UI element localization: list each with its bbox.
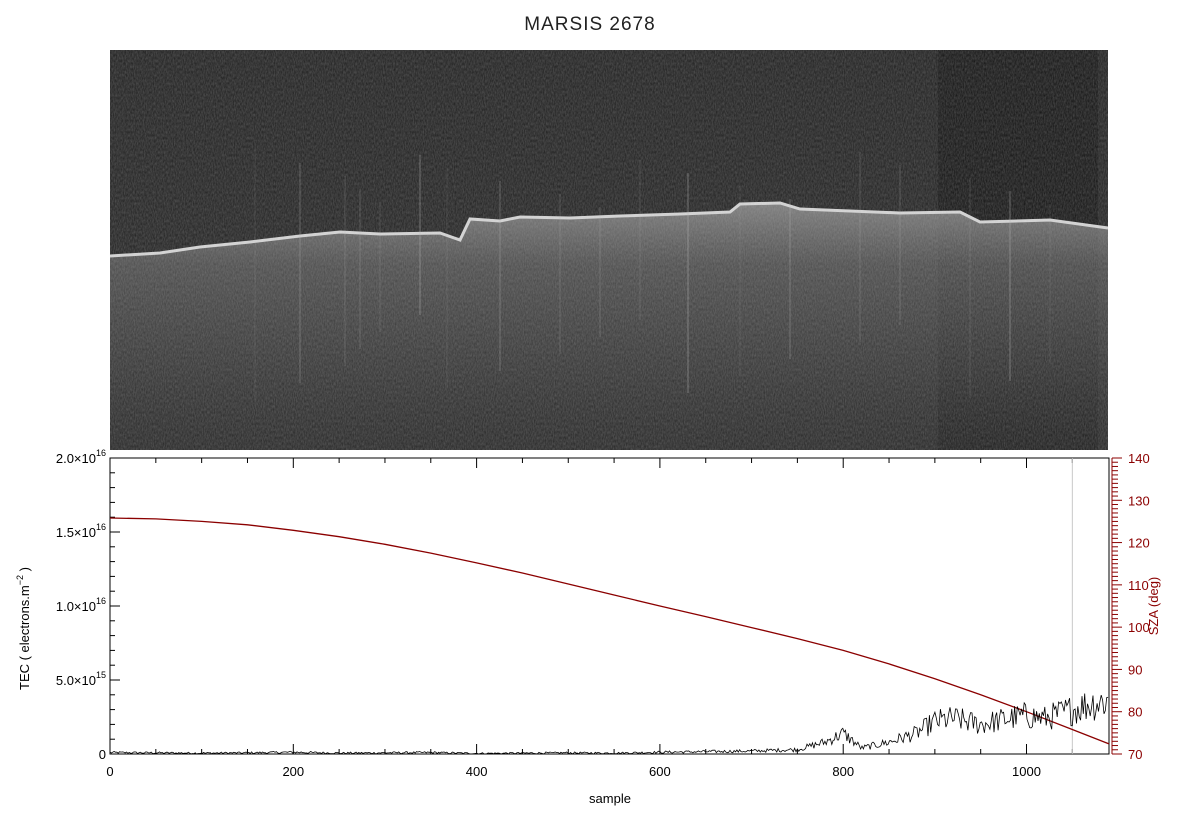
radargram-panel: [110, 50, 1108, 450]
y-right-tick-label: 130: [1128, 493, 1150, 508]
plot-frame: [110, 458, 1109, 754]
x-tick-label: 600: [649, 764, 671, 779]
tick-mantissa: 0: [99, 747, 106, 762]
y-left-tick-label: 1.0×1016: [56, 596, 106, 614]
y-left-title-pre: TEC ( electrons.m: [17, 585, 32, 690]
x-tick-label: 0: [106, 764, 113, 779]
y-left-title-post: ): [17, 567, 32, 575]
y-right-tick-label: 140: [1128, 451, 1150, 466]
tick-mantissa: 5.0×10: [56, 673, 96, 688]
tick-mantissa: 1.5×10: [56, 525, 96, 540]
y-right-tick-label: 80: [1128, 705, 1142, 720]
tick-exponent: 16: [96, 596, 106, 606]
radargram-noise: [110, 50, 1108, 450]
series-sza-line: [110, 518, 1109, 744]
x-tick-label: 1000: [1012, 764, 1041, 779]
y-left-tick-label: 1.5×1016: [56, 522, 106, 540]
y-left-tick-label: 2.0×1016: [56, 448, 106, 466]
tec-plot: 0 200 400 600 800 1000 05.0×10151.0×10161.5×1…: [15, 448, 1161, 806]
y-left-title-exp: −2: [15, 575, 25, 585]
x-tick-label: 200: [282, 764, 304, 779]
y-right-tick-label: 120: [1128, 536, 1150, 551]
series-tec-line: [110, 694, 1108, 755]
y-axis-left-title: TEC ( electrons.m−2 ): [15, 567, 32, 690]
tick-mantissa: 2.0×10: [56, 451, 96, 466]
y-right-tick-label: 70: [1128, 747, 1142, 762]
tick-exponent: 16: [96, 522, 106, 532]
tick-exponent: 15: [96, 670, 106, 680]
y-axis-right-title: SZA (deg): [1146, 577, 1161, 636]
x-tick-label: 800: [832, 764, 854, 779]
y-left-tick-label: 5.0×1015: [56, 670, 106, 688]
x-tick-label: 400: [466, 764, 488, 779]
x-axis-title: sample: [589, 791, 631, 806]
figure-title: MARSIS 2678: [524, 14, 655, 35]
y-right-tick-label: 90: [1128, 662, 1142, 677]
y-left-tick-label: 0: [99, 747, 106, 762]
tick-exponent: 16: [96, 448, 106, 458]
tick-mantissa: 1.0×10: [56, 599, 96, 614]
